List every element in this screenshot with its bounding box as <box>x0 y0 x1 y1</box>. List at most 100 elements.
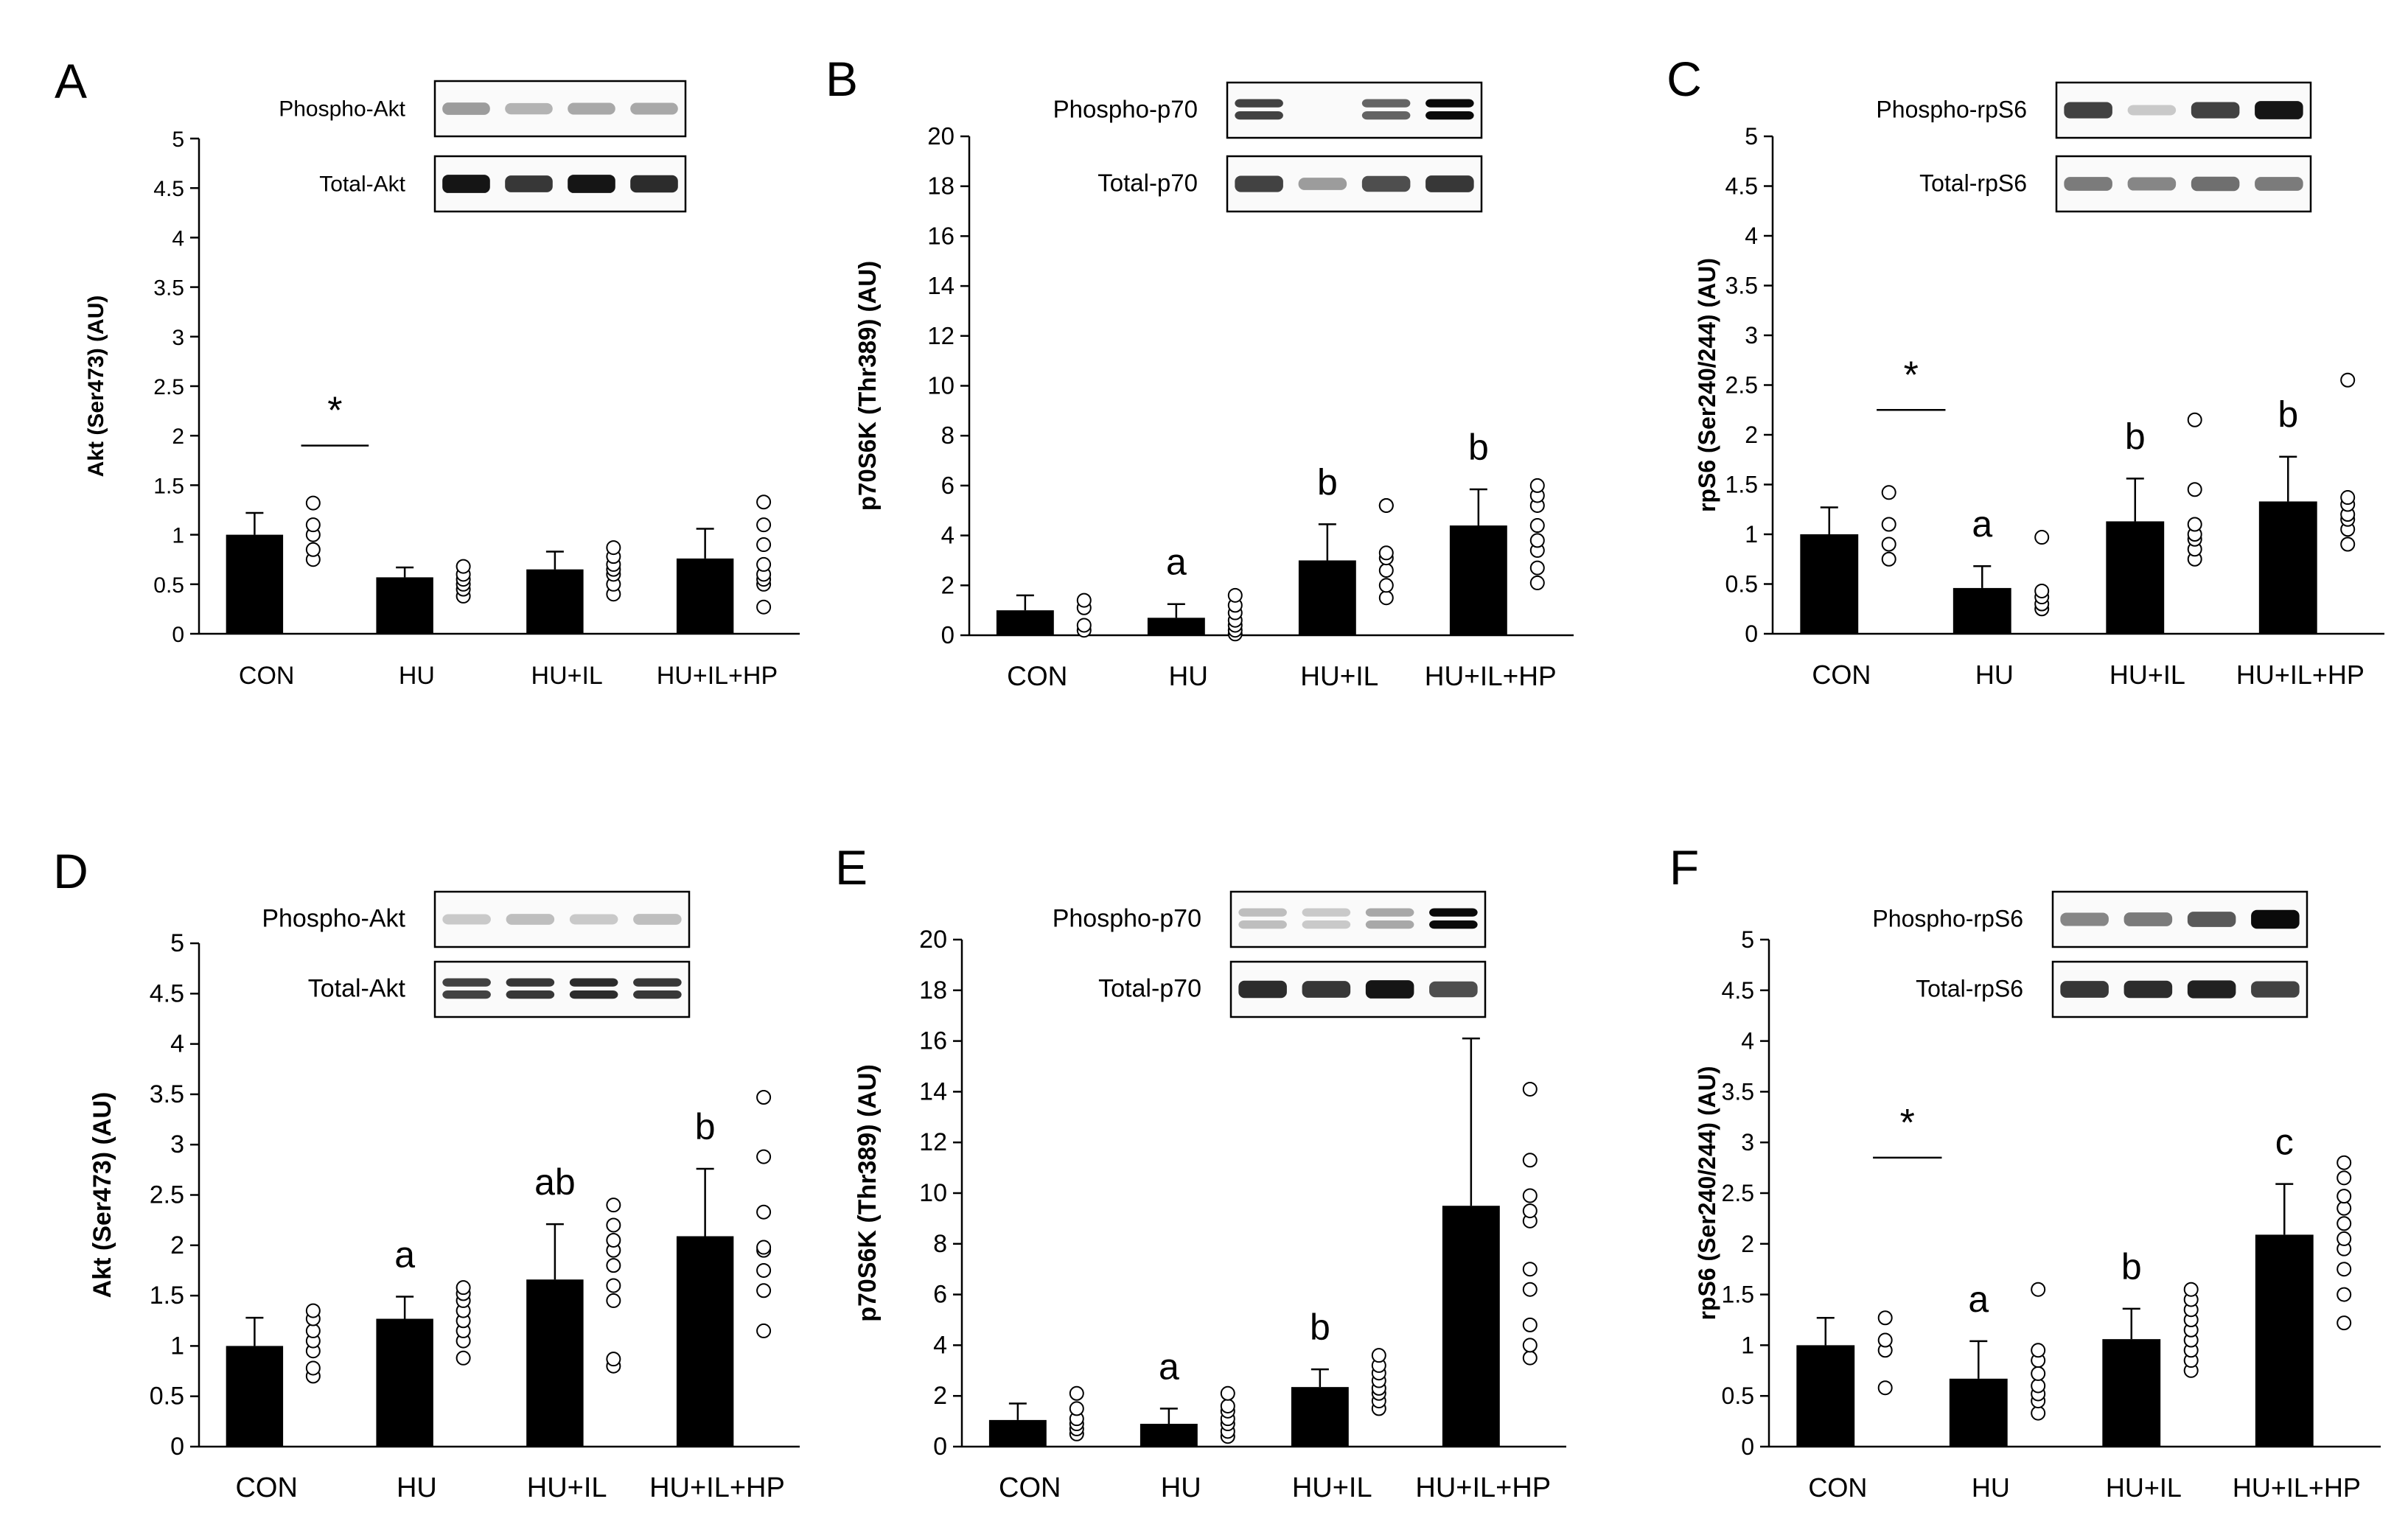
data-point <box>2034 583 2050 598</box>
x-tick-label: HU+IL+HP <box>657 662 778 690</box>
bar-hu-il <box>2102 1339 2161 1447</box>
y-axis-title: rpS6 (Ser240/244) (AU) <box>1694 1066 1720 1320</box>
significance-letter: a <box>1972 503 1992 545</box>
y-tick-label: 12 <box>927 322 955 349</box>
panel-b: B 0 2 4 6 8 10 12 14 16 18 20 p70S6K (Thr389) (AU) CO… <box>826 52 1574 691</box>
blot-band <box>633 990 682 999</box>
data-point <box>456 559 471 574</box>
panel-letter: B <box>826 52 858 106</box>
blot-band <box>1238 908 1287 917</box>
blot-band <box>569 914 618 925</box>
y-tick-label: 0 <box>172 623 184 647</box>
data-point <box>305 1303 321 1318</box>
data-point <box>606 1293 621 1308</box>
y-tick-label: 5 <box>170 929 184 957</box>
bar-hu <box>376 577 433 634</box>
blot-band <box>2060 981 2109 998</box>
data-point <box>2337 1262 2352 1277</box>
y-tick-label: 1.5 <box>153 474 184 498</box>
y-tick-label: 1.5 <box>1725 472 1758 498</box>
blot-band <box>1361 111 1411 120</box>
panel-a: A 0 0.5 1 1.5 2 2.5 3 3.5 4 4.5 5 Akt (Ser473) (AU) C… <box>55 54 800 690</box>
data-point <box>1881 536 1896 552</box>
y-tick-label: 1 <box>1741 1332 1754 1358</box>
x-tick-label: HU+IL <box>1300 661 1378 691</box>
bar-hu <box>1147 618 1205 635</box>
data-point <box>606 1232 621 1248</box>
blot-band <box>1365 980 1414 999</box>
bar-con <box>1796 1345 1855 1447</box>
y-tick-label: 3.5 <box>150 1080 184 1108</box>
blot-band <box>1365 908 1414 917</box>
data-point <box>2031 1378 2046 1394</box>
data-point <box>606 1278 621 1293</box>
data-point <box>2187 412 2202 427</box>
data-point <box>1522 1188 1538 1203</box>
blot-band <box>568 175 615 193</box>
significance-letter: b <box>695 1106 716 1147</box>
data-point <box>1881 517 1896 532</box>
data-point <box>305 1323 321 1338</box>
significance-letter: b <box>1310 1307 1330 1348</box>
bar-hu-il-hp <box>676 1236 734 1447</box>
data-point <box>756 1089 772 1105</box>
bar-hu <box>376 1318 433 1447</box>
data-point <box>1378 497 1394 513</box>
data-point <box>756 1240 772 1255</box>
blot-label: Phospho-rpS6 <box>1872 906 2023 932</box>
blot-band <box>2191 102 2240 119</box>
data-point <box>2337 1315 2352 1331</box>
data-point <box>756 1283 772 1298</box>
y-tick-label: 10 <box>927 372 955 399</box>
y-tick-label: 4 <box>933 1331 947 1359</box>
blot-band <box>1302 920 1351 929</box>
blot-band <box>568 102 615 115</box>
y-tick-label: 0.5 <box>153 573 184 598</box>
data-point <box>2183 1282 2199 1297</box>
blot-label: Phospho-p70 <box>1053 96 1198 123</box>
blot-band <box>1235 99 1283 108</box>
data-point <box>1378 590 1394 606</box>
blot-label: Total-rpS6 <box>1916 976 2023 1002</box>
data-point <box>606 1198 621 1213</box>
blot-band <box>1238 980 1287 999</box>
bar-con <box>988 1419 1047 1447</box>
x-tick-label: HU+IL+HP <box>1415 1472 1551 1503</box>
panel-e: E 0 2 4 6 8 10 12 14 16 18 20 p70S6K (Thr389) (AU) CO… <box>835 840 1566 1503</box>
blot-band <box>506 914 555 925</box>
data-point <box>1069 1401 1084 1416</box>
y-tick-label: 0.5 <box>1725 571 1758 598</box>
significance-asterisk: * <box>1900 1102 1915 1144</box>
y-tick-label: 2 <box>1745 422 1758 448</box>
blot-label: Total-Akt <box>308 975 406 1003</box>
y-tick-label: 4.5 <box>1722 977 1754 1004</box>
data-point <box>606 540 621 556</box>
blot-label: Total-p70 <box>1097 169 1198 197</box>
data-point <box>606 1352 621 1367</box>
y-tick-label: 18 <box>919 976 947 1004</box>
data-point <box>2031 1343 2046 1358</box>
blot-band <box>505 175 553 192</box>
y-axis-title: p70S6K (Thr389) (AU) <box>854 261 881 511</box>
y-tick-label: 3 <box>1745 322 1758 349</box>
blot-band <box>2127 105 2177 116</box>
blot-band <box>442 914 491 925</box>
panel-c: C 0 0.5 1 1.5 2 2.5 3 3.5 4 4.5 5 rpS6 (Ser240/244) … <box>1667 52 2384 690</box>
y-tick-label: 4 <box>941 522 955 549</box>
blot-band <box>1235 175 1283 192</box>
data-point <box>756 556 772 572</box>
blot-band <box>2127 177 2177 191</box>
data-point <box>1522 1203 1538 1219</box>
significance-letter: b <box>1317 461 1338 503</box>
blot-band <box>633 914 682 925</box>
data-point <box>1877 1332 1893 1348</box>
data-point <box>756 494 772 510</box>
data-point <box>1522 1282 1538 1297</box>
bar-hu-il <box>1291 1387 1349 1447</box>
y-tick-label: 2.5 <box>150 1181 184 1209</box>
y-tick-label: 4.5 <box>1725 173 1758 200</box>
x-tick-label: CON <box>999 1472 1061 1503</box>
blot-band <box>1425 175 1474 192</box>
blot-label: Total-Akt <box>319 172 405 197</box>
